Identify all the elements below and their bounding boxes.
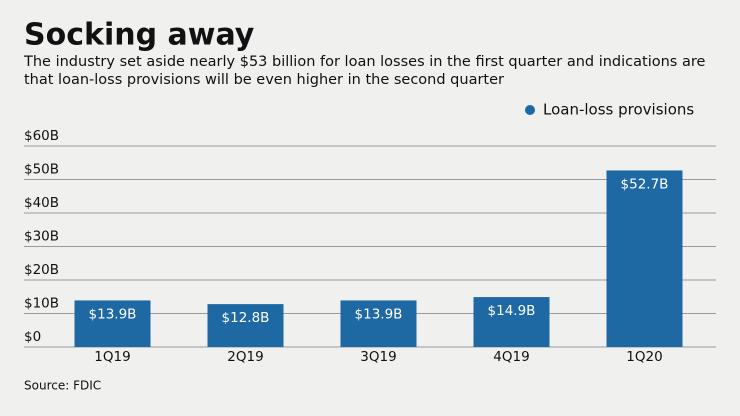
x-tick-label: 1Q20: [626, 349, 662, 365]
value-label: $12.8B: [222, 310, 270, 326]
x-tick-label: 2Q19: [227, 349, 263, 365]
value-label: $14.9B: [488, 303, 536, 319]
value-label: $13.9B: [355, 306, 403, 322]
value-label: $52.7B: [621, 176, 669, 192]
y-tick-label: $60B: [24, 128, 59, 144]
chart-subtitle: that loan-loss provisions will be even h…: [24, 72, 504, 88]
value-label: $13.9B: [89, 306, 137, 322]
x-tick-label: 1Q19: [94, 349, 130, 365]
legend-marker: [525, 105, 535, 115]
y-tick-label: $0: [24, 329, 41, 345]
chart-title: Socking away: [24, 18, 255, 53]
y-tick-label: $10B: [24, 296, 59, 312]
x-tick-label: 3Q19: [360, 349, 396, 365]
x-tick-label: 4Q19: [493, 349, 529, 365]
source: Source: FDIC: [24, 379, 101, 393]
bar: [207, 304, 284, 347]
y-tick-label: $30B: [24, 229, 59, 245]
y-tick-label: $40B: [24, 195, 59, 211]
bar: [606, 170, 683, 347]
y-tick-label: $50B: [24, 162, 59, 178]
y-tick-label: $20B: [24, 262, 59, 278]
chart-subtitle: The industry set aside nearly $53 billio…: [23, 54, 705, 70]
bar: [340, 300, 417, 347]
bar: [74, 300, 151, 347]
bar: [473, 297, 550, 347]
legend-label: Loan-loss provisions: [543, 101, 694, 119]
